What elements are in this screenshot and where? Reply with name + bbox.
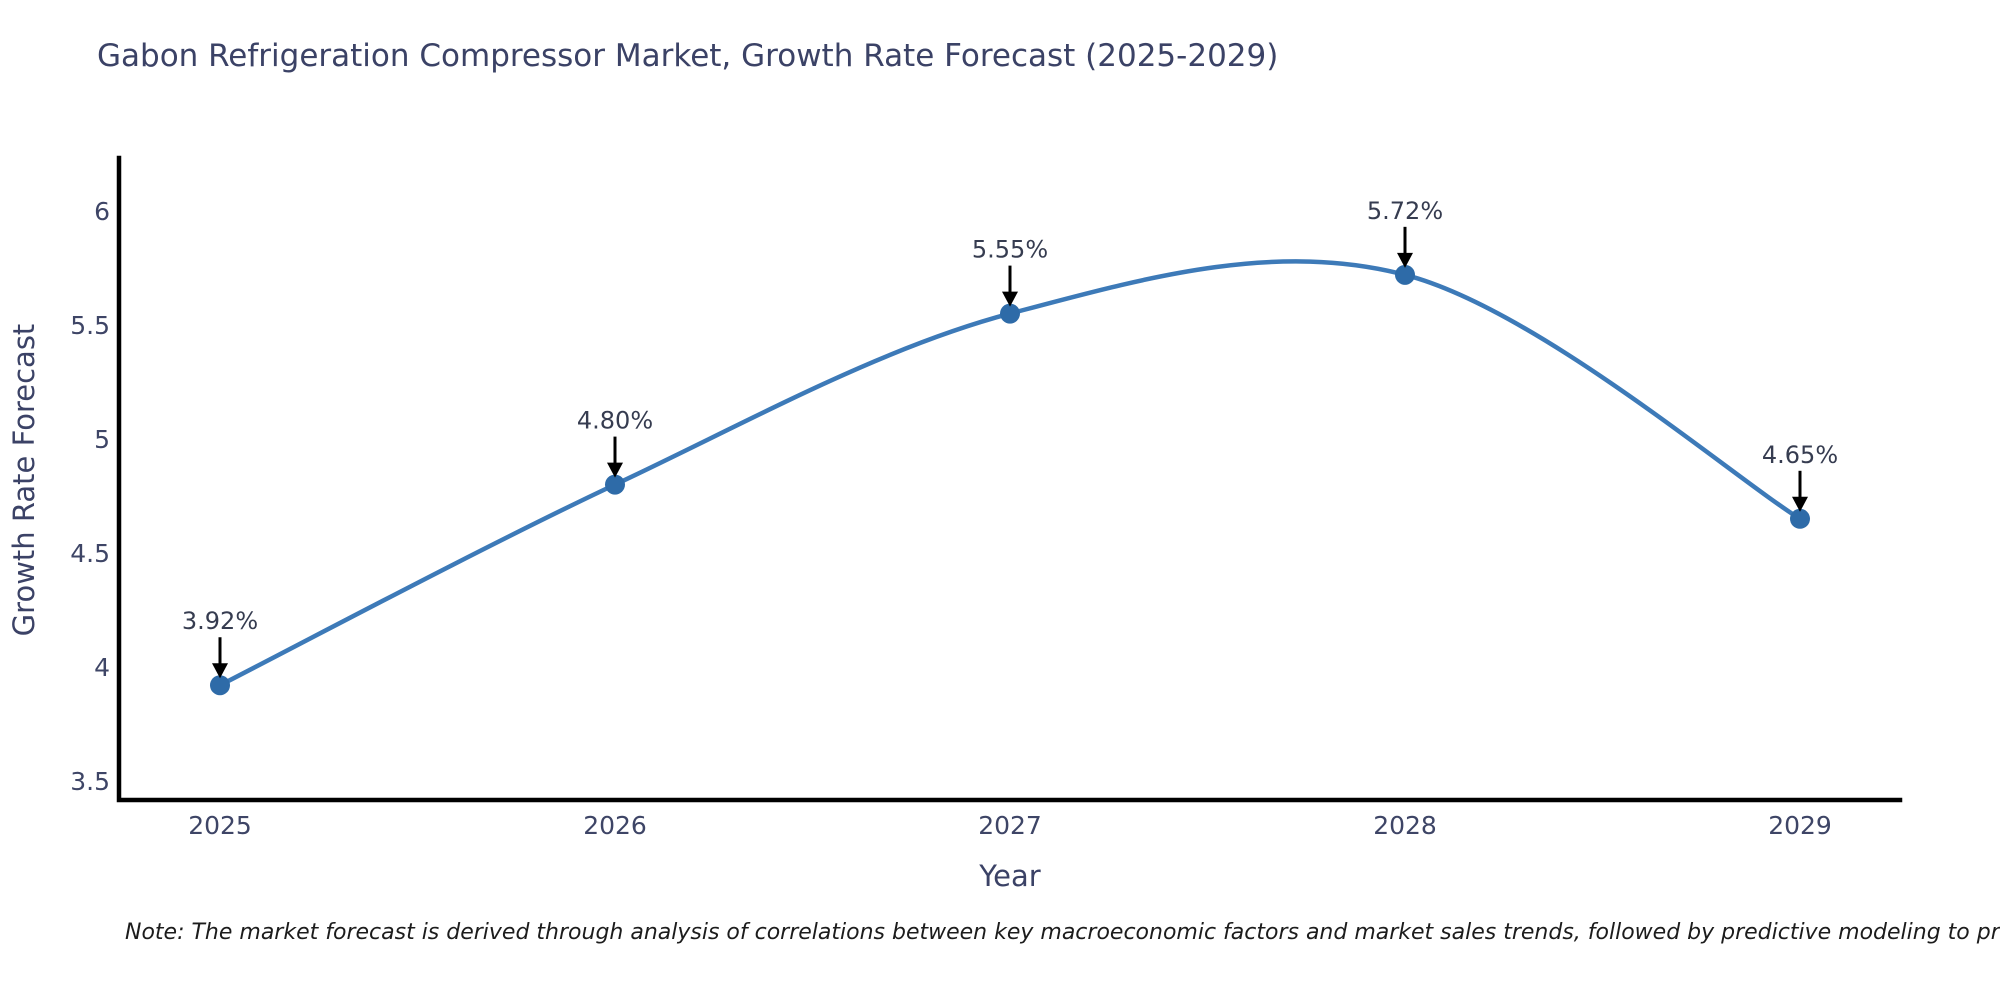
annotation-arrow-head — [1002, 291, 1018, 307]
x-tick-label: 2025 — [188, 811, 252, 840]
x-tick-label: 2027 — [978, 811, 1042, 840]
data-point-markers — [210, 264, 1810, 696]
annotation-arrow-head — [1792, 496, 1808, 512]
y-tick-label: 4.5 — [70, 539, 110, 568]
annotation-value-label: 3.92% — [182, 607, 258, 635]
data-point-marker — [605, 474, 625, 495]
y-tick-label: 4 — [94, 653, 110, 682]
chart-title: Gabon Refrigeration Compressor Market, G… — [97, 38, 1279, 74]
y-tick-label: 5.5 — [70, 311, 110, 340]
annotation-value-label: 5.55% — [972, 236, 1048, 264]
point-annotations: 3.92% 4.80% 5.55% 5.72% 4.65% — [182, 197, 1838, 679]
data-point-marker — [1395, 264, 1415, 285]
y-tick-label: 6 — [94, 197, 110, 226]
annotation-value-label: 5.72% — [1367, 197, 1443, 225]
line-series — [217, 259, 1803, 688]
x-axis-tick-labels: 2025 2026 2027 2028 2029 — [188, 811, 1832, 840]
annotation-value-label: 4.65% — [1762, 441, 1838, 469]
x-tick-label: 2029 — [1768, 811, 1832, 840]
y-axis-title: Growth Rate Forecast — [7, 324, 41, 637]
y-axis-tick-labels: 3.5 4 4.5 5 5.5 6 — [70, 197, 110, 796]
y-tick-label: 5 — [94, 425, 110, 454]
data-point-marker — [1790, 508, 1810, 529]
y-tick-label: 3.5 — [70, 767, 110, 796]
x-tick-label: 2026 — [583, 811, 647, 840]
data-point-marker — [1000, 303, 1020, 324]
footnote: Note: The market forecast is derived thr… — [125, 920, 2000, 945]
x-tick-label: 2028 — [1373, 811, 1437, 840]
annotation-arrow-head — [212, 663, 228, 679]
annotation-arrow-head — [1397, 252, 1413, 268]
data-point-marker — [210, 675, 230, 696]
annotation-arrow-head — [607, 462, 623, 478]
x-axis-title: Year — [978, 859, 1040, 893]
axis-lines — [116, 155, 1903, 803]
annotation-value-label: 4.80% — [577, 407, 653, 435]
